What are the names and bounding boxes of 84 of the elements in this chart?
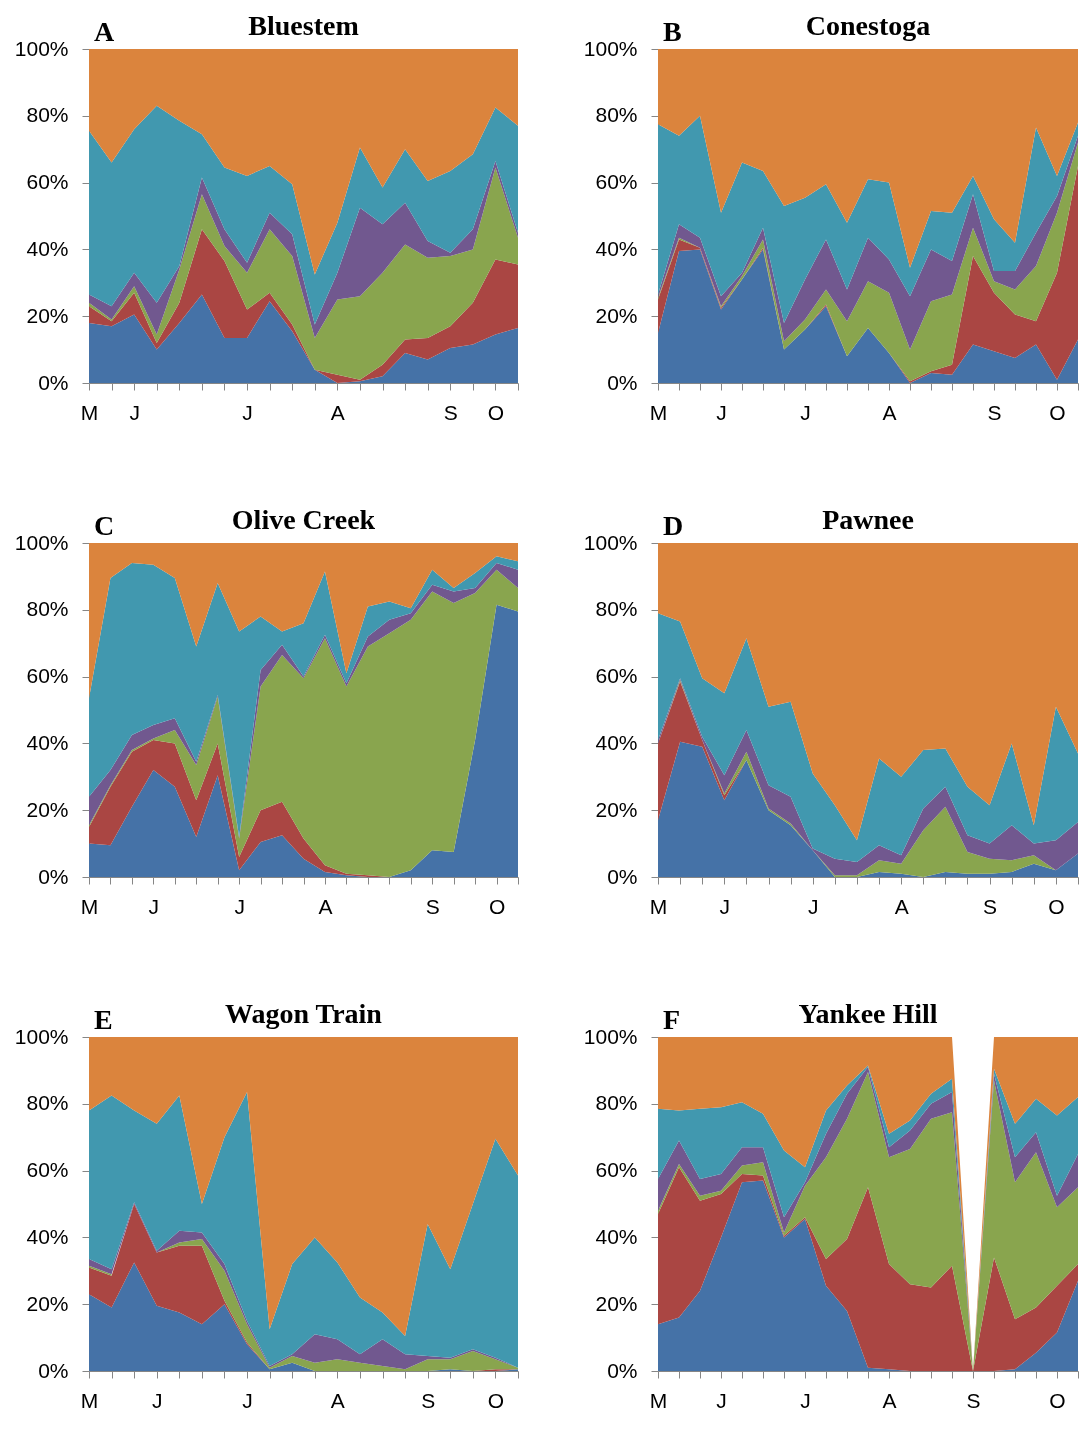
chart-title: Pawnee	[822, 504, 914, 535]
y-tick-label: 80%	[26, 1091, 69, 1115]
y-tick-label: 40%	[26, 236, 69, 260]
x-tick-label: S	[987, 400, 1002, 424]
y-tick-label: 40%	[595, 1224, 638, 1248]
y-tick-label: 80%	[26, 597, 69, 621]
x-tick-label: O	[487, 1388, 505, 1412]
text: D	[663, 510, 684, 541]
x-tick-label: A	[894, 894, 909, 918]
chart-title: Wagon Train	[225, 998, 383, 1029]
y-tick-label: 60%	[26, 1158, 69, 1182]
x-tick-label: O	[488, 894, 506, 918]
x-tick-label: J	[716, 1388, 727, 1412]
x-tick-label: J	[242, 1388, 253, 1412]
x-tick-label: S	[966, 1388, 981, 1412]
text: F	[663, 1004, 681, 1035]
x-tick-label: M	[649, 894, 668, 918]
text: C	[94, 510, 115, 541]
y-tick-label: 20%	[595, 303, 638, 327]
x-tick-label: O	[1048, 894, 1065, 918]
x-tick-label: J	[800, 400, 811, 424]
y-tick-label: 0%	[607, 370, 638, 394]
y-tick-label: 80%	[595, 597, 638, 621]
x-tick-label: J	[148, 894, 160, 918]
y-tick-label: 0%	[607, 1358, 638, 1382]
x-tick-label: S	[443, 400, 458, 424]
chart-title: Yankee Hill	[798, 998, 938, 1029]
y-tick-label: 100%	[583, 36, 638, 60]
x-tick-label: J	[242, 400, 253, 424]
y-tick-label: 60%	[595, 1158, 638, 1182]
chart-title: Olive Creek	[231, 504, 376, 535]
x-tick-label: A	[882, 1388, 897, 1412]
x-tick-label: S	[421, 1388, 436, 1412]
x-tick-label: M	[80, 1388, 99, 1412]
x-tick-label: M	[649, 1388, 668, 1412]
y-tick-label: 60%	[595, 170, 638, 194]
x-tick-label: O	[1049, 1388, 1066, 1412]
y-tick-label: 20%	[26, 797, 69, 821]
y-tick-label: 20%	[595, 797, 638, 821]
y-tick-label: 40%	[26, 730, 69, 754]
chart-title: Bluestem	[248, 10, 359, 41]
x-tick-label: O	[1049, 400, 1066, 424]
x-tick-label: J	[234, 894, 245, 918]
y-tick-label: 80%	[26, 103, 69, 127]
y-tick-label: 60%	[26, 664, 69, 688]
x-tick-label: A	[318, 894, 333, 918]
x-tick-label: J	[129, 400, 140, 424]
x-tick-label: J	[151, 1388, 163, 1412]
x-tick-label: J	[807, 894, 819, 918]
y-tick-label: 40%	[595, 236, 638, 260]
y-tick-label: 100%	[14, 530, 69, 554]
y-tick-label: 100%	[14, 36, 69, 60]
x-tick-label: J	[719, 894, 731, 918]
y-tick-label: 40%	[595, 730, 638, 754]
y-tick-label: 80%	[595, 103, 638, 127]
y-tick-label: 80%	[595, 1091, 638, 1115]
y-tick-label: 100%	[583, 530, 638, 554]
y-tick-label: 60%	[595, 664, 638, 688]
x-tick-label: A	[882, 400, 897, 424]
text: B	[663, 16, 682, 47]
x-tick-label: J	[800, 1388, 811, 1412]
x-tick-label: M	[649, 400, 668, 424]
y-tick-label: 40%	[26, 1224, 69, 1248]
x-tick-label: O	[487, 400, 505, 424]
y-tick-label: 20%	[26, 303, 69, 327]
y-tick-label: 0%	[607, 864, 638, 888]
y-tick-label: 20%	[595, 1291, 638, 1315]
y-tick-label: 60%	[26, 170, 69, 194]
y-tick-label: 20%	[26, 1291, 69, 1315]
x-tick-label: M	[80, 894, 99, 918]
y-tick-label: 0%	[38, 864, 69, 888]
text: A	[94, 16, 115, 47]
y-tick-label: 0%	[38, 370, 69, 394]
y-tick-label: 100%	[14, 1024, 69, 1048]
chart-title: Conestoga	[805, 10, 931, 41]
text: E	[94, 1004, 113, 1035]
x-tick-label: S	[983, 894, 998, 918]
x-tick-label: M	[80, 400, 99, 424]
x-tick-label: A	[330, 1388, 345, 1412]
y-tick-label: 100%	[583, 1024, 638, 1048]
x-tick-label: J	[716, 400, 727, 424]
y-tick-label: 0%	[38, 1358, 69, 1382]
x-tick-label: S	[425, 894, 440, 918]
x-tick-label: A	[330, 400, 345, 424]
